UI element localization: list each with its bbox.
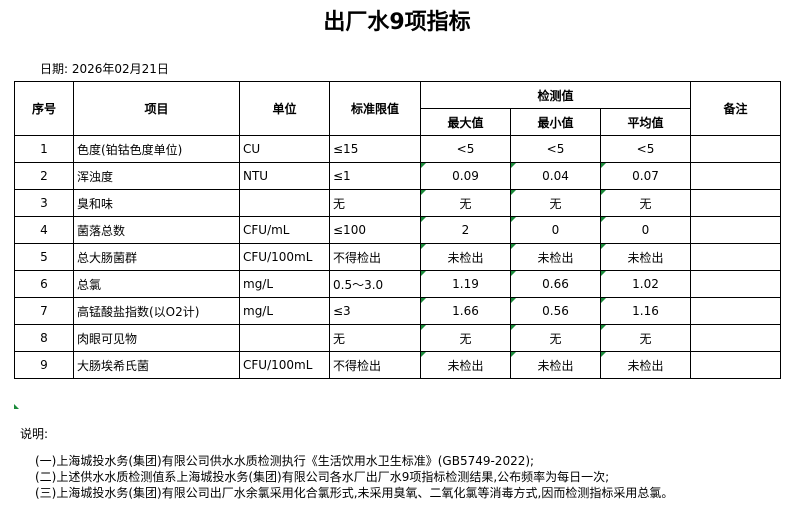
- cell-min: 0: [510, 216, 601, 244]
- cell-remark: [690, 270, 781, 298]
- cell-min: 0.56: [510, 297, 601, 325]
- cell-item: 大肠埃希氏菌: [73, 351, 240, 379]
- header-min: 最小值: [510, 108, 601, 136]
- water-quality-table: 序号 项目 单位 标准限值 检测值 备注 最大值 最小值 平均值 1 色度(铂钴色…: [14, 81, 781, 379]
- header-measured: 检测值: [420, 81, 691, 109]
- cell-no: 5: [14, 243, 74, 271]
- cell-no: 7: [14, 297, 74, 325]
- cell-unit: CFU/100mL: [239, 351, 330, 379]
- header-no: 序号: [14, 81, 74, 136]
- cell-limit: 0.5～3.0: [329, 270, 421, 298]
- cell-unit: CFU/mL: [239, 216, 330, 244]
- cell-no: 3: [14, 189, 74, 217]
- cell-limit: ≤3: [329, 297, 421, 325]
- header-avg: 平均值: [600, 108, 691, 136]
- cell-item: 色度(铂钴色度单位): [73, 135, 240, 163]
- note-1: (一)上海城投水务(集团)有限公司供水水质检测执行《生活饮用水卫生标准》(GB5…: [35, 454, 535, 468]
- cell-remark: [690, 297, 781, 325]
- cell-min: 未检出: [510, 351, 601, 379]
- cell-avg: 1.16: [600, 297, 691, 325]
- cell-no: 1: [14, 135, 74, 163]
- table-row: 2 浑浊度 NTU ≤1 0.09 0.04 0.07: [14, 162, 781, 190]
- cell-item: 臭和味: [73, 189, 240, 217]
- cell-max: 0.09: [420, 162, 511, 190]
- cell-min: 无: [510, 189, 601, 217]
- cell-min: 未检出: [510, 243, 601, 271]
- cell-limit: 无: [329, 189, 421, 217]
- cell-min: 0.66: [510, 270, 601, 298]
- cell-max: <5: [420, 135, 511, 163]
- header-remark: 备注: [690, 81, 781, 136]
- cell-max: 1.19: [420, 270, 511, 298]
- cell-unit: CFU/100mL: [239, 243, 330, 271]
- cell-remark: [690, 324, 781, 352]
- cell-remark: [690, 162, 781, 190]
- cell-avg: 未检出: [600, 351, 691, 379]
- cell-limit: 不得检出: [329, 243, 421, 271]
- header-item: 项目: [73, 81, 240, 136]
- cell-avg: 未检出: [600, 243, 691, 271]
- table-row: 8 肉眼可见物无无无无: [14, 324, 781, 352]
- cell-remark: [690, 243, 781, 271]
- cell-limit: ≤1: [329, 162, 421, 190]
- cell-avg: 无: [600, 324, 691, 352]
- cell-remark: [690, 189, 781, 217]
- cell-max: 未检出: [420, 351, 511, 379]
- cell-unit: CU: [239, 135, 330, 163]
- cell-no: 8: [14, 324, 74, 352]
- cell-remark: [690, 216, 781, 244]
- cell-unit: [239, 324, 330, 352]
- note-2: (二)上述供水水质检测值系上海城投水务(集团)有限公司各水厂出厂水9项指标检测结…: [35, 470, 610, 484]
- cell-item: 浑浊度: [73, 162, 240, 190]
- cell-min: <5: [510, 135, 601, 163]
- cell-min: 0.04: [510, 162, 601, 190]
- cell-remark: [690, 351, 781, 379]
- table-row: 1 色度(铂钴色度单位) CU ≤15 <5 <5 <5: [14, 135, 781, 163]
- cell-limit: 不得检出: [329, 351, 421, 379]
- cell-min: 无: [510, 324, 601, 352]
- cell-limit: ≤15: [329, 135, 421, 163]
- cell-limit: 无: [329, 324, 421, 352]
- cell-avg: <5: [600, 135, 691, 163]
- cell-unit: [239, 189, 330, 217]
- cell-avg: 0.07: [600, 162, 691, 190]
- cell-avg: 0: [600, 216, 691, 244]
- cell-unit: mg/L: [239, 297, 330, 325]
- cell-max: 未检出: [420, 243, 511, 271]
- header-limit: 标准限值: [329, 81, 421, 136]
- notes: (一)上海城投水务(集团)有限公司供水水质检测执行《生活饮用水卫生标准》(GB5…: [35, 453, 673, 501]
- note-3: (三)上海城投水务(集团)有限公司出厂水余氯采用化合氯形式,未采用臭氧、二氧化氯…: [35, 486, 674, 500]
- cell-max: 1.66: [420, 297, 511, 325]
- cell-no: 9: [14, 351, 74, 379]
- report-date: 日期: 2026年02月21日: [40, 62, 169, 76]
- table-row: 6 总氯 mg/L 0.5～3.0 1.19 0.66 1.02: [14, 270, 781, 298]
- cell-avg: 1.02: [600, 270, 691, 298]
- cell-remark: [690, 135, 781, 163]
- cell-unit: NTU: [239, 162, 330, 190]
- header-max: 最大值: [420, 108, 511, 136]
- table-row: 5 总大肠菌群 CFU/100mL 不得检出 未检出 未检出 未检出: [14, 243, 781, 271]
- cell-item: 总大肠菌群: [73, 243, 240, 271]
- cell-no: 4: [14, 216, 74, 244]
- cell-max: 2: [420, 216, 511, 244]
- cell-no: 2: [14, 162, 74, 190]
- cell-item: 菌落总数: [73, 216, 240, 244]
- cell-item: 高锰酸盐指数(以O2计): [73, 297, 240, 325]
- cell-no: 6: [14, 270, 74, 298]
- page-title: 出厂水9项指标: [323, 10, 471, 35]
- cell-max: 无: [420, 324, 511, 352]
- cell-item: 肉眼可见物: [73, 324, 240, 352]
- notes-title: 说明:: [20, 427, 49, 441]
- cell-limit: ≤100: [329, 216, 421, 244]
- table-row: 3 臭和味无无无无: [14, 189, 781, 217]
- table-row: 7 高锰酸盐指数(以O2计) mg/L ≤3 1.66 0.56 1.16: [14, 297, 781, 325]
- cell-item: 总氯: [73, 270, 240, 298]
- header-unit: 单位: [239, 81, 330, 136]
- cell-unit: mg/L: [239, 270, 330, 298]
- cell-avg: 无: [600, 189, 691, 217]
- cell-max: 无: [420, 189, 511, 217]
- table-row: 4 菌落总数 CFU/mL ≤100 2 0 0: [14, 216, 781, 244]
- cell-marker-icon: [14, 404, 19, 409]
- table-row: 9 大肠埃希氏菌 CFU/100mL 不得检出 未检出 未检出 未检出: [14, 351, 781, 379]
